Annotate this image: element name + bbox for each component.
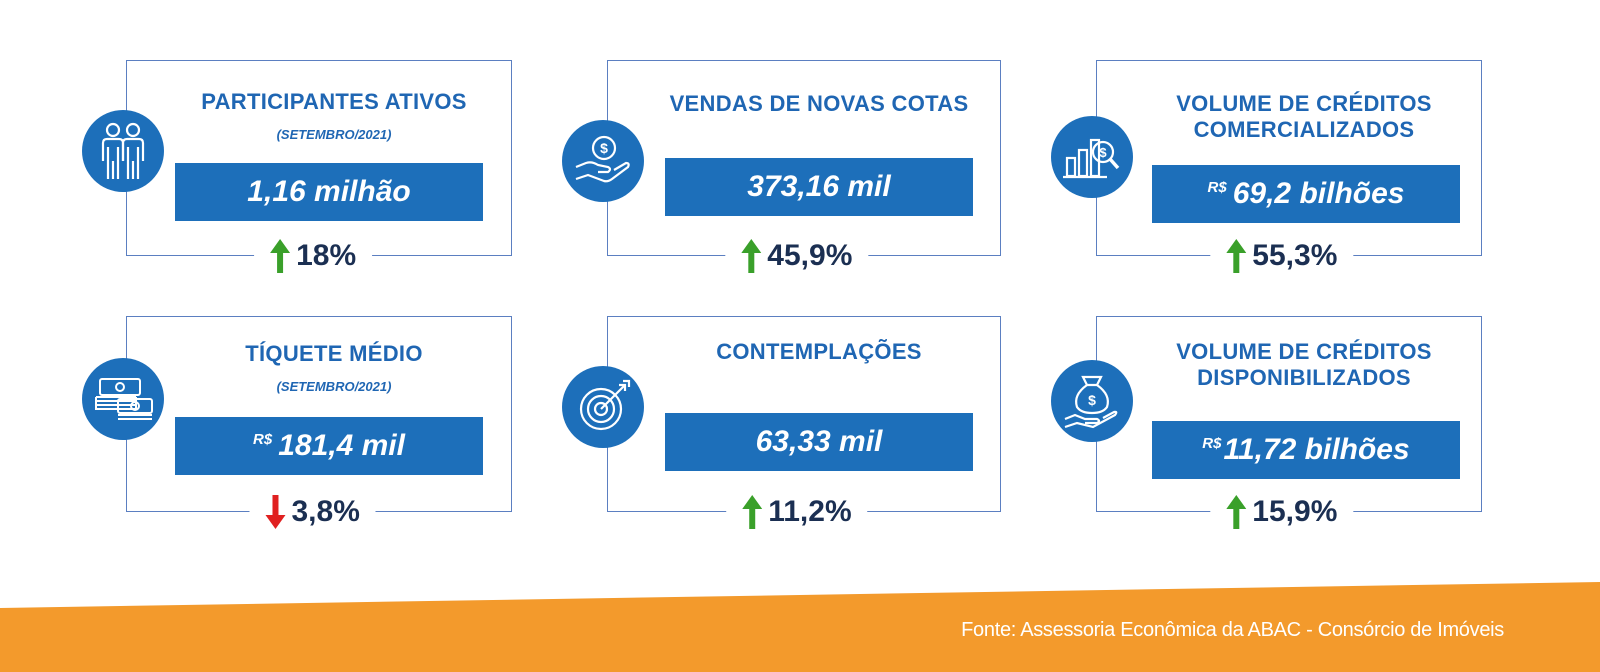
change-indicator: 55,3% (1210, 239, 1354, 273)
card-title: VOLUME DE CRÉDITOS COMERCIALIZADOS (1176, 91, 1432, 142)
hand-coin-icon: $ (562, 120, 644, 202)
change-indicator: 45,9% (725, 239, 869, 273)
people-icon (82, 110, 164, 192)
change-value: 45,9% (767, 239, 853, 272)
currency-symbol: R$ (253, 430, 273, 448)
target-icon (562, 366, 644, 448)
card-value: 1,16 milhão (247, 175, 411, 208)
card-value: 11,72 bilhões (1223, 433, 1410, 466)
card-subtitle: (SETEMBRO/2021) (276, 379, 392, 394)
change-indicator: 18% (254, 239, 373, 273)
change-value: 55,3% (1252, 239, 1338, 272)
card-title: PARTICIPANTES ATIVOS (201, 89, 467, 114)
card-value: 373,16 mil (747, 170, 891, 203)
card-subtitle: (SETEMBRO/2021) (276, 127, 392, 142)
stat-card-contemplacoes: CONTEMPLAÇÕES 63,33 mil 11,2% (607, 316, 1001, 529)
card-value: 69,2 bilhões (1232, 177, 1405, 210)
change-indicator: 3,8% (249, 495, 376, 529)
chart-magnifier-icon: $ (1051, 116, 1133, 198)
card-value-box: R$ 69,2 bilhões (1152, 165, 1460, 223)
card-value-box: 373,16 mil (665, 158, 973, 216)
arrow-down-icon (265, 495, 286, 529)
stat-card-creditos-comercializados: VOLUME DE CRÉDITOS COMERCIALIZADOS R$ 69,2… (1096, 60, 1482, 273)
svg-text:$: $ (1099, 145, 1107, 160)
stat-card-tiquete: TÍQUETE MÉDIO (SETEMBRO/2021) R$ 181,4 mi… (126, 316, 512, 529)
currency-symbol: R$ (1202, 434, 1222, 452)
card-value-box: 1,16 milhão (175, 163, 483, 221)
change-indicator: 15,9% (1210, 495, 1354, 529)
card-title: VENDAS DE NOVAS COTAS (669, 91, 969, 116)
currency-symbol: R$ (1207, 178, 1227, 196)
change-value: 3,8% (291, 495, 360, 528)
svg-text:$: $ (600, 140, 608, 156)
card-value-box: R$ 11,72 bilhões (1152, 421, 1460, 479)
card-title: TÍQUETE MÉDIO (245, 341, 423, 366)
stat-card-creditos-disponibilizados: VOLUME DE CRÉDITOS DISPONIBILIZADOS R$ 11,… (1096, 316, 1482, 529)
card-value: 63,33 mil (755, 425, 883, 458)
stat-card-vendas: VENDAS DE NOVAS COTAS 373,16 mil 45,9% (607, 60, 1001, 273)
svg-text:$: $ (1088, 392, 1096, 408)
footer-band: Fonte: Assessoria Econômica da ABAC - Co… (0, 582, 1600, 672)
arrow-up-icon (741, 239, 762, 273)
arrow-up-icon (742, 495, 763, 529)
cash-stack-icon (82, 358, 164, 440)
arrow-up-icon (1226, 495, 1247, 529)
money-bag-hand-icon: $ (1051, 360, 1133, 442)
change-indicator: 11,2% (726, 495, 868, 529)
card-value-box: 63,33 mil (665, 413, 973, 471)
change-value: 18% (296, 239, 357, 272)
card-value: 181,4 mil (278, 429, 405, 462)
card-title: VOLUME DE CRÉDITOS DISPONIBILIZADOS (1176, 339, 1432, 390)
card-value-box: R$ 181,4 mil (175, 417, 483, 475)
card-title: CONTEMPLAÇÕES (716, 339, 922, 364)
change-value: 15,9% (1252, 495, 1338, 528)
source-text: Fonte: Assessoria Econômica da ABAC - Co… (961, 619, 1504, 641)
change-value: 11,2% (768, 495, 852, 528)
arrow-up-icon (270, 239, 291, 273)
arrow-up-icon (1226, 239, 1247, 273)
orange-band-shape (0, 582, 1600, 672)
stat-card-participantes: PARTICIPANTES ATIVOS (SETEMBRO/2021) 1,1… (126, 60, 512, 273)
